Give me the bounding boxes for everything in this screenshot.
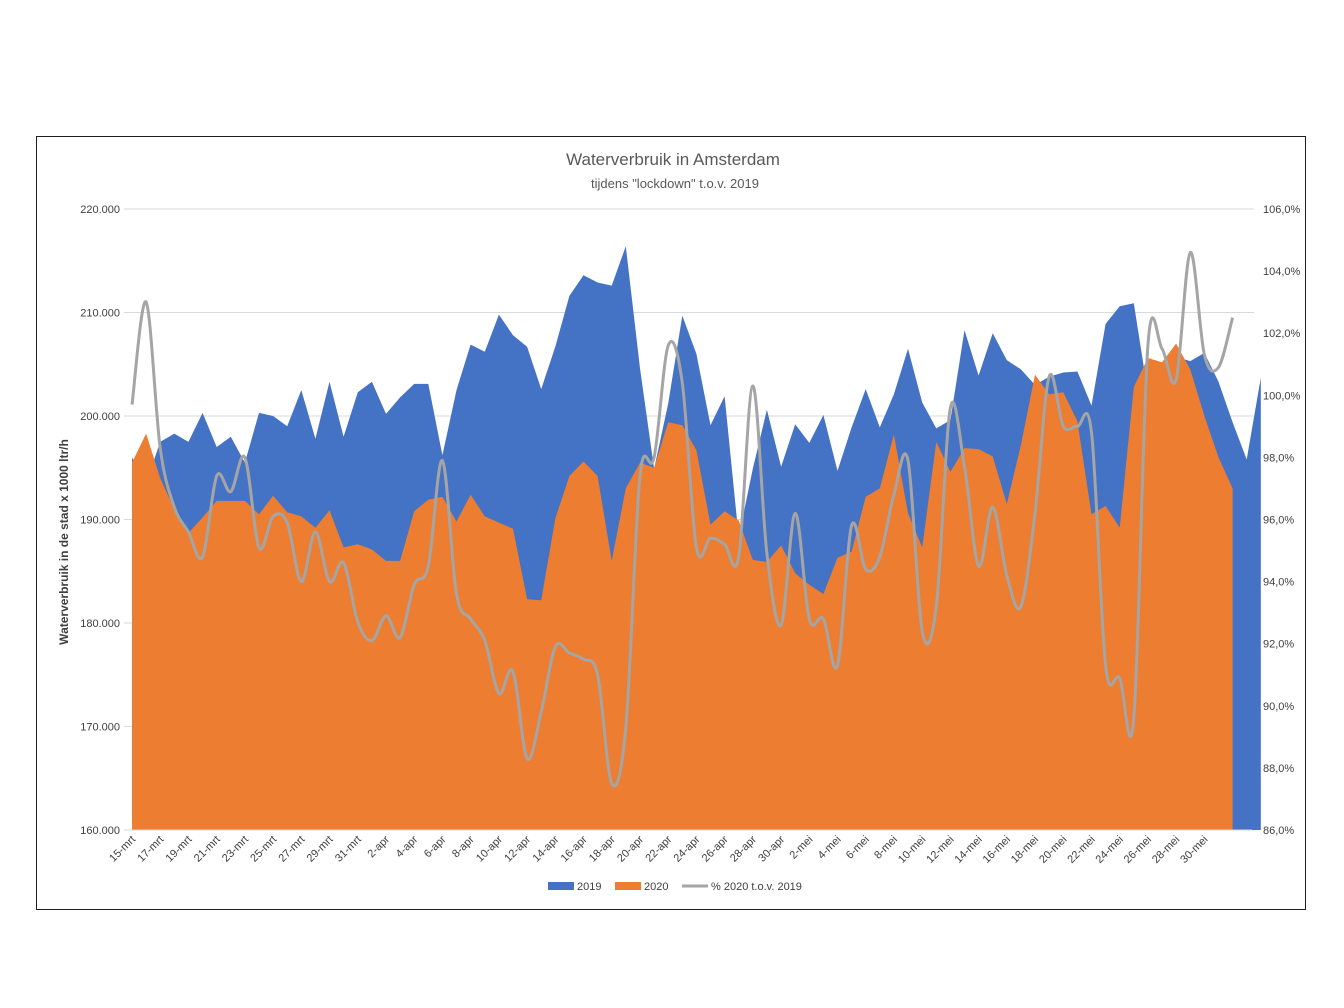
x-tick-label: 18-mei: [1009, 834, 1041, 866]
y2-tick-label: 94,0%: [1263, 577, 1294, 589]
y2-tick-label: 106,0%: [1263, 204, 1301, 216]
y2-tick-label: 86,0%: [1263, 825, 1294, 837]
x-tick-label: 28-apr: [728, 833, 759, 864]
y-axis-label: Waterverbruik in de stad x 1000 ltr/h: [57, 439, 71, 645]
x-tick-label: 17-mrt: [135, 834, 166, 865]
x-tick-label: 22-mei: [1065, 834, 1097, 866]
x-tick-label: 10-mei: [896, 834, 928, 866]
x-tick-label: 4-mei: [816, 834, 844, 862]
y-tick-label: 160.000: [80, 825, 120, 837]
y-axis-right: 86,0% 88,0% 90,0% 92,0% 94,0% 96,0% 98,0% 100,0…: [1263, 204, 1301, 837]
line-pct-2020-vs-2019: [130, 250, 1235, 788]
legend-label-2019: 2019: [577, 881, 601, 893]
y2-tick-label: 92,0%: [1263, 639, 1294, 651]
x-tick-label: 25-mrt: [248, 834, 279, 865]
x-tick-label: 24-apr: [672, 833, 703, 864]
x-tick-label: 23-mrt: [220, 834, 251, 865]
x-tick-label: 6-apr: [422, 833, 449, 860]
x-tick-label: 18-apr: [587, 833, 618, 864]
x-tick-label: 20-apr: [615, 833, 646, 864]
x-tick-label: 6-mei: [844, 834, 872, 862]
legend-swatch-2019: [548, 882, 574, 890]
x-axis: 15-mrt17-mrt19-mrt21-mrt23-mrt25-mrt27-m…: [107, 829, 1252, 866]
y-tick-label: 220.000: [80, 204, 120, 216]
x-tick-label: 20-mei: [1037, 834, 1069, 866]
x-tick-label: 10-apr: [474, 833, 505, 864]
y2-tick-label: 104,0%: [1263, 266, 1301, 278]
x-tick-label: 14-apr: [530, 833, 561, 864]
x-tick-label: 12-apr: [502, 833, 533, 864]
x-tick-label: 24-mei: [1094, 834, 1126, 866]
x-tick-label: 26-mei: [1122, 834, 1154, 866]
x-tick-label: 16-apr: [559, 833, 590, 864]
x-tick-label: 2-apr: [365, 833, 392, 860]
y2-tick-label: 88,0%: [1263, 763, 1294, 775]
x-tick-label: 21-mrt: [192, 834, 223, 865]
x-tick-label: 16-mei: [981, 834, 1013, 866]
x-tick-label: 15-mrt: [107, 834, 138, 865]
x-tick-label: 27-mrt: [276, 834, 307, 865]
y-tick-label: 170.000: [80, 722, 120, 734]
y-tick-label: 190.000: [80, 515, 120, 527]
chart-frame: Waterverbruik in Amsterdam tijdens "lock…: [36, 136, 1306, 910]
y-tick-label: 180.000: [80, 618, 120, 630]
x-tick-label: 28-mei: [1150, 834, 1182, 866]
y2-tick-label: 100,0%: [1263, 390, 1301, 402]
x-tick-label: 22-apr: [643, 833, 674, 864]
x-tick-label: 14-mei: [952, 834, 984, 866]
y-axis-left: 160.000 170.000 180.000 190.000 200.000 210.0…: [80, 204, 120, 837]
x-tick-label: 26-apr: [700, 833, 731, 864]
chart-subtitle: tijdens "lockdown" t.o.v. 2019: [591, 176, 759, 191]
x-tick-label: 30-apr: [756, 833, 787, 864]
x-tick-label: 30-mei: [1178, 834, 1210, 866]
x-tick-label: 4-apr: [394, 833, 421, 860]
y2-tick-label: 96,0%: [1263, 515, 1294, 527]
y2-tick-label: 102,0%: [1263, 328, 1301, 340]
y-tick-label: 210.000: [80, 308, 120, 320]
plot-lines: [130, 250, 1235, 788]
legend-swatch-2020: [615, 882, 641, 890]
legend: 2019 2020 % 2020 t.o.v. 2019: [548, 881, 802, 893]
legend-label-pct: % 2020 t.o.v. 2019: [711, 881, 802, 893]
chart-title: Waterverbruik in Amsterdam: [566, 150, 780, 169]
x-tick-label: 12-mei: [924, 834, 956, 866]
x-tick-label: 29-mrt: [305, 834, 336, 865]
x-tick-label: 31-mrt: [333, 834, 364, 865]
y-tick-label: 200.000: [80, 411, 120, 423]
x-tick-label: 2-mei: [787, 834, 815, 862]
legend-label-2020: 2020: [644, 881, 668, 893]
chart-svg: Waterverbruik in Amsterdam tijdens "lock…: [57, 150, 1301, 893]
y2-tick-label: 98,0%: [1263, 452, 1294, 464]
x-tick-label: 19-mrt: [164, 834, 195, 865]
area-2020: [132, 343, 1233, 830]
y2-tick-label: 90,0%: [1263, 701, 1294, 713]
